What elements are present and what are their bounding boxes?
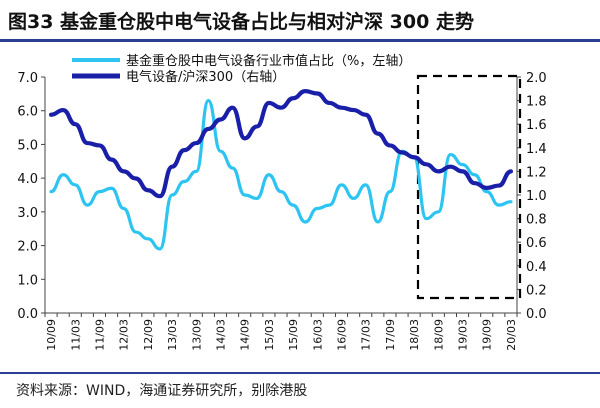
right-tick-label: 0.2	[526, 283, 547, 298]
series-line-2	[48, 89, 514, 199]
legend-label-2: 电气设备/沪深300（右轴）	[126, 69, 285, 85]
right-tick-label: 0.4	[526, 260, 547, 275]
right-tick-label: 2.0	[526, 71, 547, 86]
x-tick-label: 18/03	[408, 319, 421, 351]
x-tick-label: 14/09	[239, 319, 252, 351]
x-tick-label: 11/03	[69, 319, 82, 351]
legend-label-1: 基金重仓股中电气设备行业市值占比（%，左轴）	[126, 53, 411, 69]
left-tick-label: 4.0	[17, 172, 38, 187]
x-tick-label: 17/03	[360, 319, 373, 351]
x-tick-label: 18/09	[432, 319, 445, 351]
x-tick-label: 10/09	[45, 319, 58, 351]
x-tick-label: 17/09	[384, 319, 397, 351]
x-tick-label: 12/03	[118, 319, 131, 351]
x-tick-label: 15/03	[263, 319, 276, 351]
left-tick-label: 2.0	[17, 240, 38, 255]
right-tick-label: 0.6	[526, 236, 547, 251]
right-tick-label: 1.0	[526, 189, 547, 204]
right-tick-label: 1.4	[526, 142, 547, 157]
chart-title: 图33 基金重仓股中电气设备占比与相对沪深 300 走势	[8, 11, 474, 33]
right-tick-label: 1.2	[526, 165, 547, 180]
highlight-box	[416, 74, 522, 300]
x-tick-label: 13/03	[166, 319, 179, 351]
x-tick-label: 20/03	[505, 319, 518, 351]
x-tick-label: 14/03	[214, 319, 227, 351]
footer-rule	[0, 372, 600, 374]
left-tick-label: 1.0	[17, 273, 38, 288]
left-tick-label: 3.0	[17, 206, 38, 221]
x-tick-label: 16/03	[311, 319, 324, 351]
left-tick-label: 7.0	[17, 71, 38, 86]
series-line-1	[49, 99, 513, 251]
left-tick-label: 0.0	[17, 307, 38, 322]
title-bar: 图33 基金重仓股中电气设备占比与相对沪深 300 走势	[0, 0, 600, 42]
right-tick-label: 1.8	[526, 95, 547, 110]
x-tick-label: 19/03	[457, 319, 470, 351]
right-tick-label: 0.8	[526, 213, 547, 228]
x-tick-label: 15/09	[287, 319, 300, 351]
x-tick-label: 19/09	[481, 319, 494, 351]
left-tick-label: 5.0	[17, 138, 38, 153]
x-tick-label: 12/09	[142, 319, 155, 351]
left-tick-label: 6.0	[17, 105, 38, 120]
source-note: 资料来源：WIND，海通证券研究所，别除港股	[16, 383, 308, 399]
right-tick-label: 1.6	[526, 118, 547, 133]
right-tick-label: 0.0	[526, 307, 547, 322]
x-tick-label: 13/09	[190, 319, 203, 351]
x-tick-label: 16/09	[336, 319, 349, 351]
x-tick-label: 11/09	[93, 319, 106, 351]
